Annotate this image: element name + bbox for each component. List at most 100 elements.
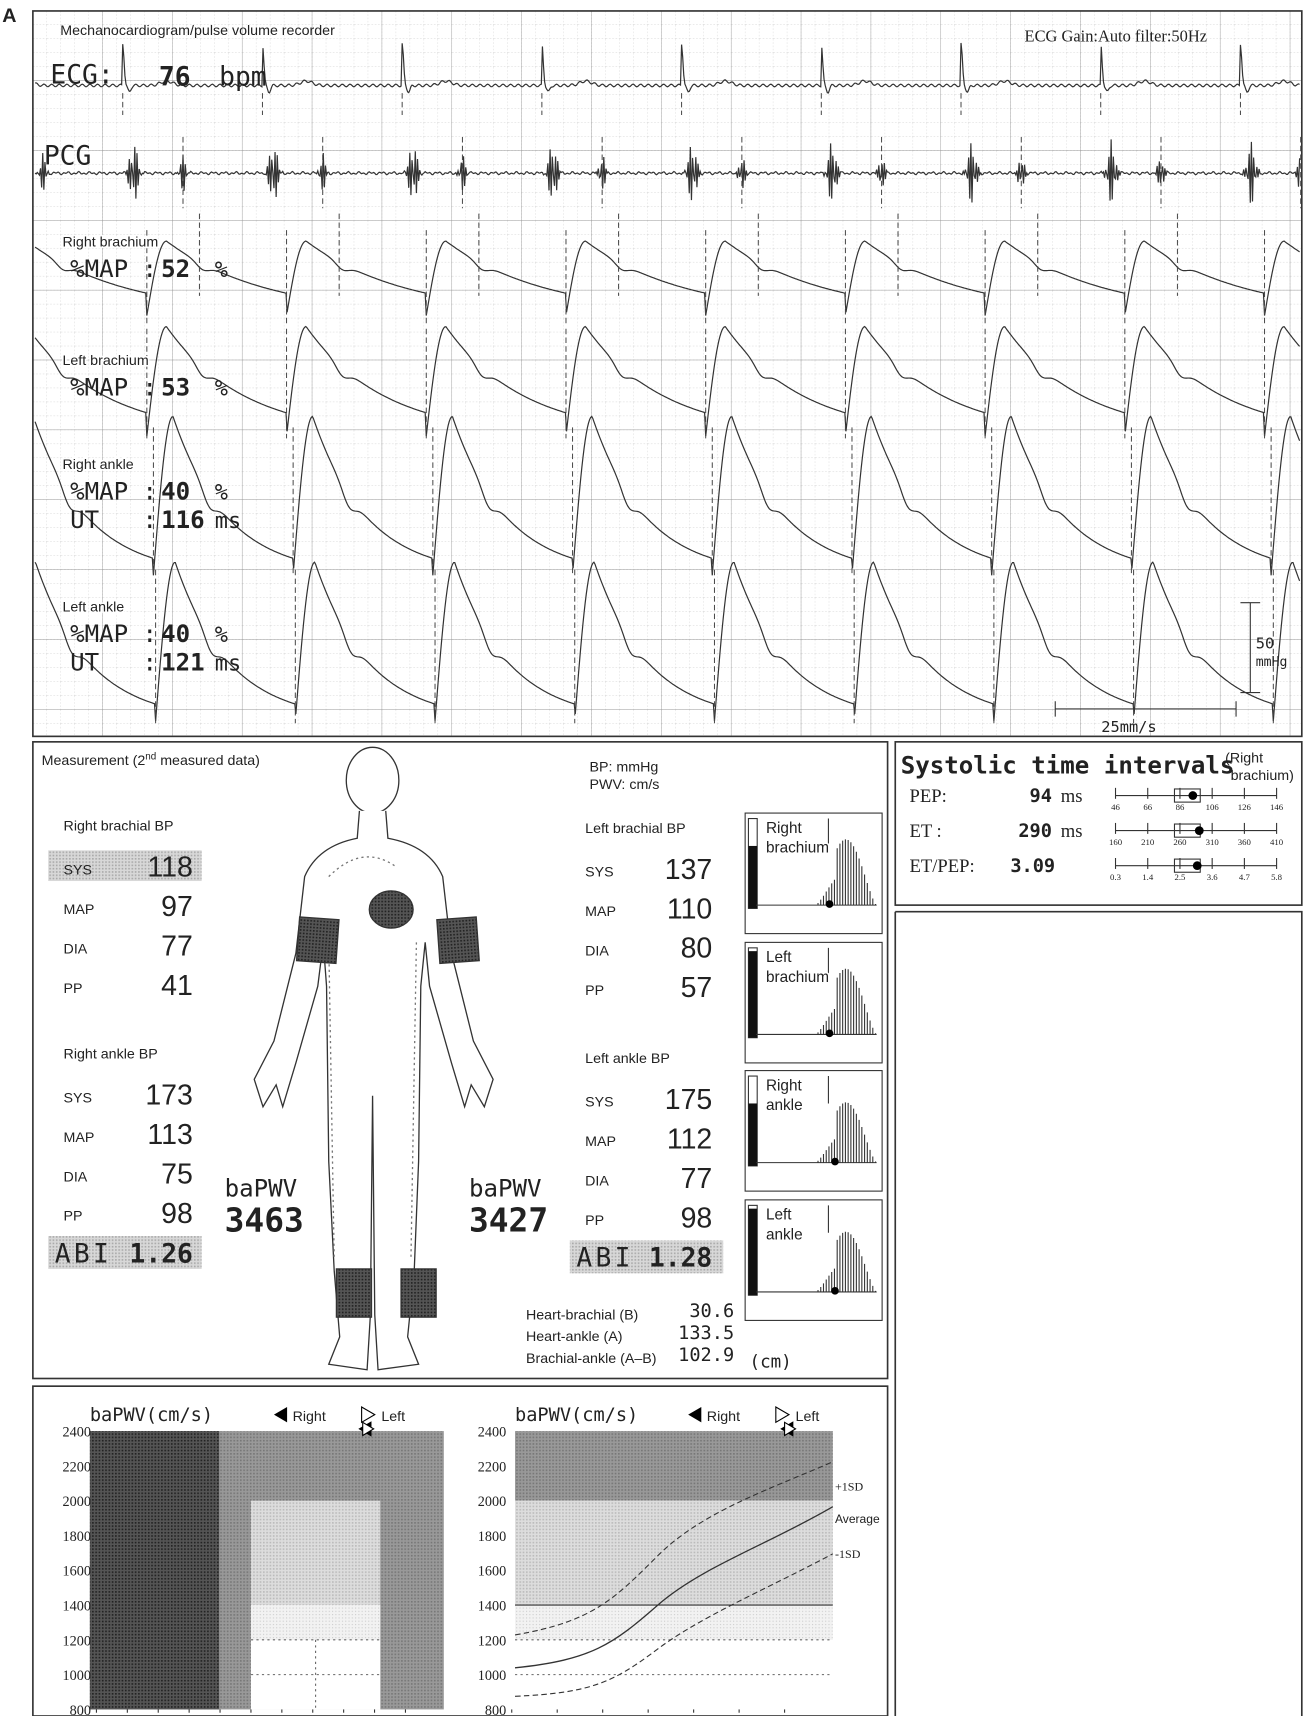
channel-unit: % bbox=[215, 623, 228, 648]
bp-label: MAP bbox=[64, 902, 95, 918]
sti-value: 3.09 bbox=[1010, 856, 1055, 877]
thumb-dot bbox=[825, 1029, 834, 1038]
body-figure bbox=[253, 746, 494, 1371]
sti-value: 94 bbox=[1030, 786, 1052, 807]
bp-label: PP bbox=[64, 1209, 83, 1225]
bp-heading: Left ankle BP bbox=[585, 1051, 670, 1067]
sti-note: brachium) bbox=[1231, 768, 1294, 784]
sti-label: ET/PEP: bbox=[910, 856, 975, 877]
y-tick-label: 2200 bbox=[62, 1459, 90, 1475]
measurement-title: Measurement (2nd measured data) bbox=[42, 751, 260, 768]
y-tick-label: 800 bbox=[70, 1703, 91, 1716]
thumb-label: Right bbox=[766, 820, 803, 837]
channel-unit: % bbox=[215, 258, 228, 283]
sti-tick-label: 46 bbox=[1111, 802, 1120, 812]
curve-label: Average bbox=[835, 1512, 880, 1526]
y-tick-label: 1200 bbox=[62, 1633, 90, 1649]
sti-unit: ms bbox=[1061, 786, 1083, 807]
bp-label: SYS bbox=[585, 1095, 613, 1111]
sti-tick-label: 66 bbox=[1143, 802, 1152, 812]
distance-unit: (cm) bbox=[750, 1353, 792, 1373]
pressure-scale: 50 bbox=[1256, 635, 1274, 653]
pressure-unit: mmHg bbox=[1256, 655, 1288, 670]
y-tick-label: 1200 bbox=[478, 1633, 506, 1649]
channel-site: Left ankle bbox=[62, 599, 124, 615]
abi-value: 1.26 bbox=[130, 1239, 193, 1269]
bp-value: 98 bbox=[681, 1202, 713, 1234]
sti-tick-label: 4.7 bbox=[1239, 872, 1251, 882]
sti-unit: ms bbox=[1061, 821, 1083, 842]
sti-tick-label: 0.3 bbox=[1110, 872, 1122, 882]
normal-range bbox=[1173, 788, 1201, 803]
channel-label: %MAP bbox=[70, 478, 128, 506]
bp-heading: Left brachial BP bbox=[585, 821, 686, 837]
legend-entry: Left bbox=[796, 1409, 820, 1425]
channel-label: %MAP bbox=[70, 255, 128, 283]
sti-title: Systolic time intervals bbox=[901, 752, 1235, 780]
y-tick-label: 1400 bbox=[62, 1599, 90, 1615]
abi-highlight bbox=[48, 1236, 202, 1269]
thumb-dot bbox=[825, 900, 834, 908]
bp-label: MAP bbox=[585, 904, 616, 920]
dotted-grid bbox=[250, 1639, 381, 1710]
recorder-frame bbox=[32, 10, 1303, 738]
channel-unit: ms bbox=[215, 509, 241, 534]
title-part: measured data) bbox=[156, 753, 260, 769]
unit-note: PWV: cm/s bbox=[590, 777, 660, 793]
scale-bar bbox=[1054, 602, 1261, 717]
left-ankle-trace bbox=[34, 561, 1301, 722]
y-tick-label: 1000 bbox=[62, 1668, 90, 1684]
legend-entry: Left bbox=[381, 1409, 405, 1425]
bp-value: 97 bbox=[161, 891, 193, 923]
y-tick-label: 2400 bbox=[62, 1425, 90, 1441]
bp-value: 118 bbox=[147, 852, 192, 884]
highlight bbox=[48, 850, 202, 882]
bp-label: MAP bbox=[585, 1134, 616, 1150]
speed: 25mm/s bbox=[1101, 718, 1156, 736]
bp-value: 110 bbox=[667, 893, 712, 925]
thumb-dot bbox=[831, 1157, 839, 1166]
average-curve bbox=[514, 1506, 834, 1669]
channel-unit: % bbox=[215, 377, 228, 402]
curve-label: +1SD bbox=[835, 1479, 864, 1493]
legend-left-marker bbox=[775, 1406, 791, 1424]
sti-tick-label: 310 bbox=[1206, 837, 1220, 847]
sti-tick-label: 410 bbox=[1270, 837, 1284, 847]
sti-tick-label: 5.8 bbox=[1271, 872, 1283, 882]
thumb-dot bbox=[831, 1287, 839, 1295]
channel-label: %MAP bbox=[70, 620, 128, 648]
thumb-bar-fill bbox=[748, 1208, 758, 1296]
separator: : bbox=[142, 478, 157, 506]
distance-label: Heart-brachial (B) bbox=[526, 1307, 638, 1323]
legend-right-marker bbox=[273, 1406, 288, 1423]
abi-label: ABI bbox=[55, 1239, 112, 1269]
dotted-grid bbox=[515, 1639, 833, 1676]
pwv-marker bbox=[784, 1421, 797, 1437]
abi-label: ABI bbox=[576, 1244, 633, 1274]
pcg-trace bbox=[34, 139, 1301, 203]
ecg-settings: ECG Gain:Auto filter:50Hz bbox=[1025, 27, 1207, 46]
abi-value: 1.28 bbox=[649, 1244, 712, 1274]
thumb-hist bbox=[817, 968, 877, 1035]
sti-label: PEP: bbox=[910, 786, 947, 807]
channel-label: %MAP bbox=[70, 374, 128, 402]
empty-frame bbox=[894, 910, 1303, 1716]
y-tick-label: 2400 bbox=[478, 1425, 506, 1441]
title-part: nd bbox=[145, 751, 156, 762]
thumb-hist bbox=[817, 1102, 877, 1163]
channel-value: 52 bbox=[161, 255, 190, 283]
right-brachium-trace bbox=[34, 240, 1300, 316]
bp-label: PP bbox=[585, 983, 604, 999]
bp-label: DIA bbox=[64, 941, 88, 957]
pwv-marker bbox=[362, 1421, 375, 1437]
left-brachium-trace bbox=[34, 325, 1301, 437]
panel-label: A bbox=[2, 5, 16, 27]
y-tick-label: 1600 bbox=[62, 1564, 90, 1580]
y-tick-label: 2200 bbox=[478, 1459, 506, 1475]
hr-unit: bpm bbox=[219, 62, 266, 92]
bp-label: SYS bbox=[585, 865, 613, 881]
pcg-label: PCG bbox=[44, 141, 91, 171]
channel-value: 40 bbox=[161, 620, 190, 648]
sti-tick-label: 160 bbox=[1109, 837, 1123, 847]
